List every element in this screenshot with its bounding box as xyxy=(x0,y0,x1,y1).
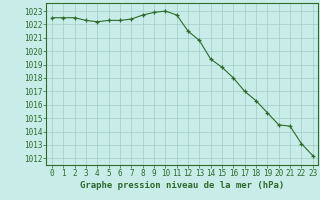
X-axis label: Graphe pression niveau de la mer (hPa): Graphe pression niveau de la mer (hPa) xyxy=(80,181,284,190)
